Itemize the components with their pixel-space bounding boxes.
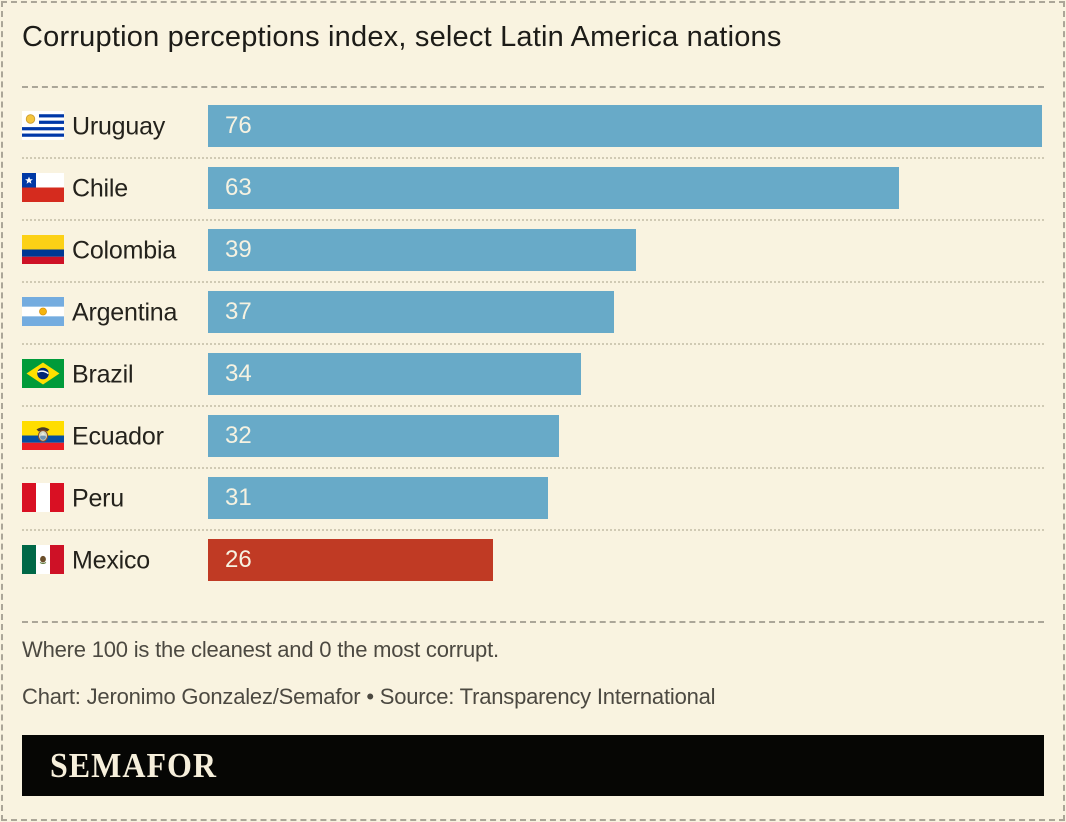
bar-track: 34 [208, 353, 1042, 395]
bar-value-label: 26 [225, 546, 252, 573]
bar-value-label: 39 [225, 236, 252, 263]
flag-argentina-icon [22, 297, 64, 326]
country-label: Argentina [72, 298, 178, 327]
chart-row-peru: Peru 31 [22, 468, 1044, 530]
divider-under-title [22, 86, 1044, 88]
chart-row-ecuador: Ecuador 32 [22, 406, 1044, 468]
chart-credit: Chart: Jeronimo Gonzalez/Semafor • Sourc… [22, 684, 716, 709]
chart-row-mexico: Mexico 26 [22, 530, 1044, 592]
row-separator [22, 343, 1044, 345]
country-label: Colombia [72, 236, 177, 265]
bar-track: 32 [208, 415, 1042, 457]
bar-value-label: 31 [225, 484, 252, 511]
bar-value-label: 32 [225, 422, 252, 449]
row-separator [22, 157, 1044, 159]
row-separator [22, 467, 1044, 469]
country-label: Chile [72, 174, 128, 203]
chart-row-chile: Chile 63 [22, 158, 1044, 220]
bar-value-label: 76 [225, 112, 252, 139]
row-separator [22, 405, 1044, 407]
chart-row-uruguay: Uruguay 76 [22, 96, 1044, 158]
bar-track: 26 [208, 539, 1042, 581]
bar-colombia: 39 [208, 229, 636, 271]
row-separator [22, 281, 1044, 283]
country-label: Uruguay [72, 112, 166, 141]
bar-value-label: 34 [225, 360, 252, 387]
country-label: Brazil [72, 360, 134, 389]
bar-chile: 63 [208, 167, 900, 209]
chart-note: Where 100 is the cleanest and 0 the most… [22, 637, 499, 662]
flag-uruguay-icon [22, 111, 64, 140]
bar-track: 63 [208, 167, 1042, 209]
bar-track: 76 [208, 105, 1042, 147]
bar-uruguay: 76 [208, 105, 1042, 147]
flag-colombia-icon [22, 235, 64, 264]
bar-argentina: 37 [208, 291, 614, 333]
semafor-logo-bar: SEMAFOR [22, 735, 1044, 796]
country-label: Ecuador [72, 422, 164, 451]
chart-row-colombia: Colombia 39 [22, 220, 1044, 282]
flag-chile-icon [22, 173, 64, 202]
divider-above-footer [22, 621, 1044, 623]
bar-value-label: 63 [225, 174, 252, 201]
chart-row-brazil: Brazil 34 [22, 344, 1044, 406]
row-separator [22, 219, 1044, 221]
bar-ecuador: 32 [208, 415, 560, 457]
country-label: Mexico [72, 546, 150, 575]
flag-ecuador-icon [22, 421, 64, 450]
country-label: Peru [72, 484, 125, 513]
flag-brazil-icon [22, 359, 64, 388]
flag-peru-icon [22, 483, 64, 512]
chart-row-argentina: Argentina 37 [22, 282, 1044, 344]
bar-track: 39 [208, 229, 1042, 271]
bar-track: 37 [208, 291, 1042, 333]
semafor-wordmark: SEMAFOR [50, 745, 217, 785]
chart-title: Corruption perceptions index, select Lat… [22, 21, 782, 53]
bar-track: 31 [208, 477, 1042, 519]
bar-chart: Uruguay 76 Chile 63 Colombia 39 Argentina 37 Bra… [22, 96, 1044, 592]
bar-brazil: 34 [208, 353, 582, 395]
bar-value-label: 37 [225, 298, 252, 325]
bar-mexico: 26 [208, 539, 494, 581]
row-separator [22, 529, 1044, 531]
bar-peru: 31 [208, 477, 549, 519]
flag-mexico-icon [22, 545, 64, 574]
